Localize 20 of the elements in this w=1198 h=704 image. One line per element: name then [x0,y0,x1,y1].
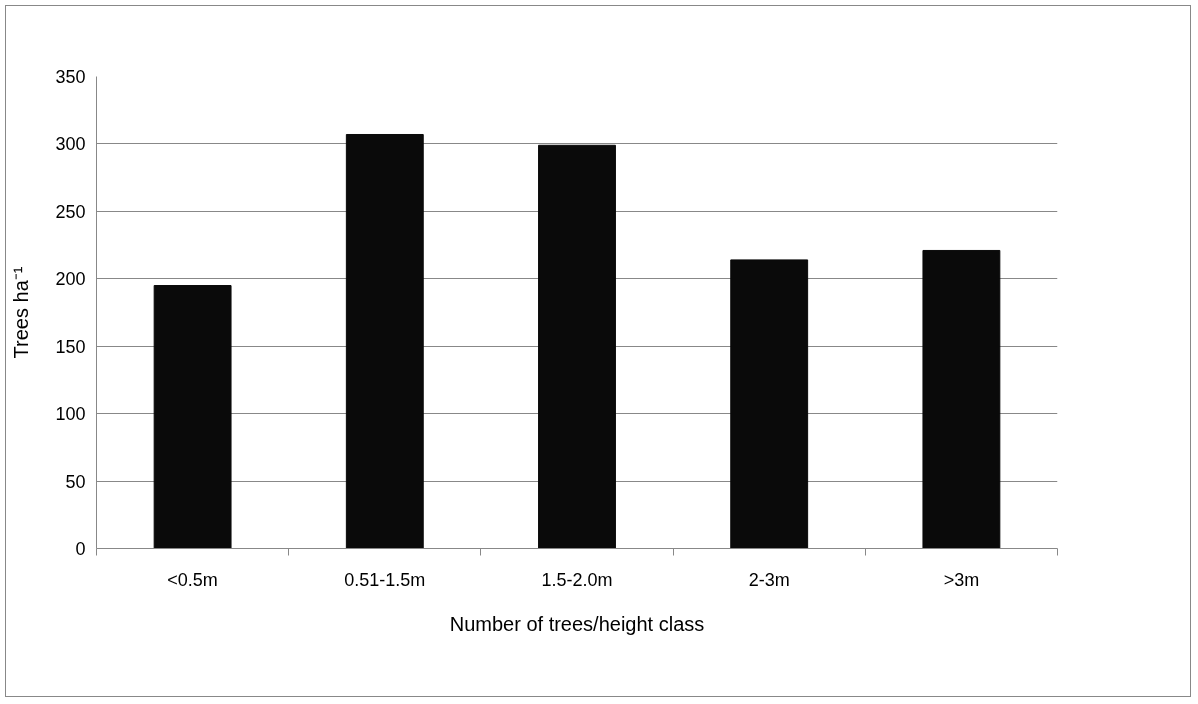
bar [153,285,232,549]
y-tick-label: 0 [75,539,86,559]
x-tick-label: 0.51-1.5m [344,569,426,590]
bar [538,144,616,549]
y-axis-title: Trees ha⁻¹ [10,266,33,359]
y-tick-label: 100 [55,404,86,425]
bar [345,133,424,549]
y-tick-label: 350 [55,67,86,87]
x-tick-label: 2-3m [748,569,790,590]
x-tick-label: <0.5m [167,569,218,590]
y-tick-label: 300 [55,134,86,155]
y-tick-label: 250 [55,201,86,222]
y-tick-label: 50 [65,471,86,492]
bar [922,249,1001,549]
x-tick-label: 1.5-2.0m [541,569,613,590]
bar [730,259,809,549]
x-axis-title: Number of trees/height class [449,612,705,635]
y-tick-label: 150 [55,336,86,357]
y-tick-label: 200 [55,269,86,290]
x-tick-label: >3m [943,569,980,590]
